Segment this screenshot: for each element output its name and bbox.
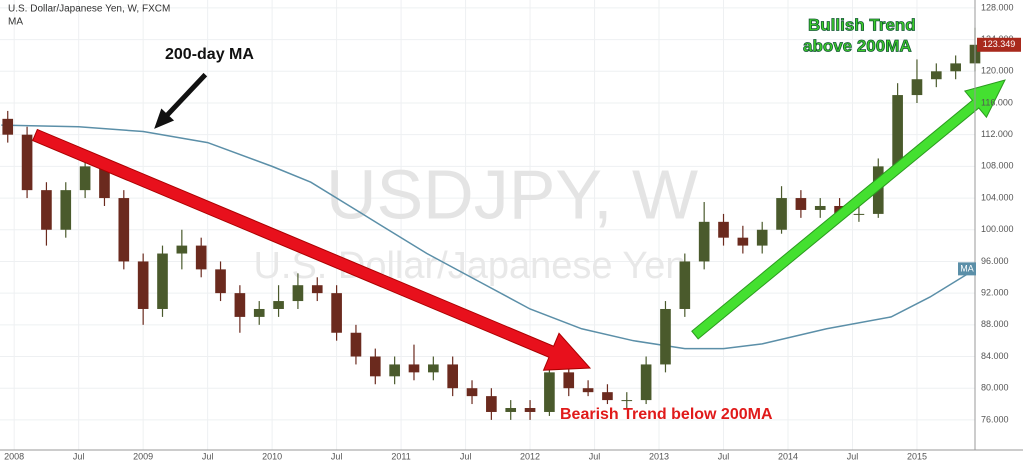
candle-body	[795, 198, 807, 210]
candle-body	[234, 293, 246, 317]
candle-body	[389, 364, 400, 377]
arrow	[691, 79, 1006, 340]
x-tick-label: 2010	[262, 451, 282, 461]
candle-body	[195, 245, 207, 270]
x-tick-label: 2014	[778, 451, 798, 461]
candle-body	[582, 388, 594, 393]
candle-body	[756, 229, 768, 246]
ma-tag	[958, 262, 976, 276]
candle-body	[892, 95, 903, 167]
candle-body	[311, 285, 323, 294]
candle-body	[660, 308, 671, 365]
grid	[0, 0, 975, 450]
candle-body	[41, 190, 52, 230]
x-tick-label: Jul	[331, 451, 343, 461]
candle-body	[911, 79, 923, 96]
y-tick-label: 92.000	[981, 288, 1009, 298]
x-tick-label: 2011	[391, 451, 410, 461]
indicator-label: MA	[8, 17, 23, 28]
candle-body	[60, 190, 72, 230]
y-tick-label: 120.000	[981, 66, 1014, 76]
arrows	[32, 72, 1006, 371]
x-tick-label: Jul	[589, 451, 601, 461]
y-tick-label: 112.000	[981, 129, 1013, 139]
price-tag-label: 123.349	[983, 39, 1016, 49]
candle-body	[524, 408, 536, 412]
x-tick-label: Jul	[202, 451, 214, 461]
candle-body	[505, 408, 517, 412]
y-tick-label: 116.000	[981, 97, 1013, 107]
candle-body	[273, 301, 284, 309]
candle-body	[814, 205, 826, 210]
plot	[1, 27, 981, 420]
candle-body	[853, 213, 865, 215]
candle-body	[679, 261, 691, 309]
annotation: 200-day MA	[165, 46, 254, 63]
candle-body	[776, 198, 787, 230]
y-tick-label: 100.000	[981, 224, 1014, 234]
candle-body	[408, 364, 420, 373]
candle-body	[137, 261, 149, 309]
candle-body	[369, 356, 381, 377]
candle-body	[621, 400, 633, 402]
annotation: Bearish Trend below 200MA	[560, 406, 773, 423]
candle-body	[950, 63, 961, 72]
ma-tag-label: MA	[960, 264, 974, 274]
x-tick-label: 2009	[133, 451, 153, 461]
candle-body	[331, 293, 342, 333]
candle-body	[447, 364, 458, 389]
candle-body	[466, 388, 478, 397]
x-tick-label: Jul	[73, 451, 85, 461]
candle-body	[118, 198, 130, 262]
x-tick-label: 2012	[520, 451, 540, 461]
candle-body	[486, 396, 497, 412]
x-tick-label: 2008	[4, 451, 24, 461]
candle-body	[698, 221, 710, 262]
candle-body	[21, 134, 33, 191]
y-tick-label: 84.000	[981, 351, 1009, 361]
y-tick-label: 108.000	[981, 161, 1014, 171]
candle-body	[215, 269, 226, 294]
annotation: above 200MA	[803, 36, 912, 55]
arrow	[154, 72, 208, 129]
candle-body	[602, 392, 613, 401]
candle-body	[79, 166, 91, 191]
candle-body	[253, 308, 265, 317]
x-tick-label: Jul	[718, 451, 730, 461]
candle-body	[99, 166, 110, 199]
candle-body	[428, 364, 439, 373]
candle-body	[157, 253, 168, 309]
y-tick-label: 128.000	[981, 2, 1014, 12]
y-tick-label: 76.000	[981, 414, 1009, 424]
candle-body	[2, 118, 14, 135]
ma-line	[1, 124, 976, 350]
price-tag	[977, 37, 1021, 52]
candle-body	[930, 71, 942, 80]
candle-body	[737, 237, 749, 246]
candle-body	[176, 245, 188, 254]
candle-body	[563, 372, 575, 389]
x-tick-label: Jul	[847, 451, 859, 461]
x-tick-label: Jul	[460, 451, 472, 461]
x-tick-label: 2013	[649, 451, 669, 461]
candle-body	[544, 372, 555, 412]
chart-title: U.S. Dollar/Japanese Yen, W, FXCM	[8, 4, 170, 15]
candle-body	[718, 221, 729, 238]
y-tick-label: 96.000	[981, 256, 1009, 266]
watermark: USDJPY, W	[326, 155, 698, 233]
annotation: Bullish Trend	[808, 15, 916, 34]
candle-body	[350, 332, 362, 357]
y-tick-label: 104.000	[981, 192, 1014, 202]
arrow	[32, 128, 592, 371]
y-tick-label: 80.000	[981, 383, 1009, 393]
x-tick-label: 2015	[907, 451, 927, 461]
candle-body	[640, 364, 652, 401]
candle-body	[292, 285, 304, 302]
y-tick-label: 88.000	[981, 319, 1009, 329]
